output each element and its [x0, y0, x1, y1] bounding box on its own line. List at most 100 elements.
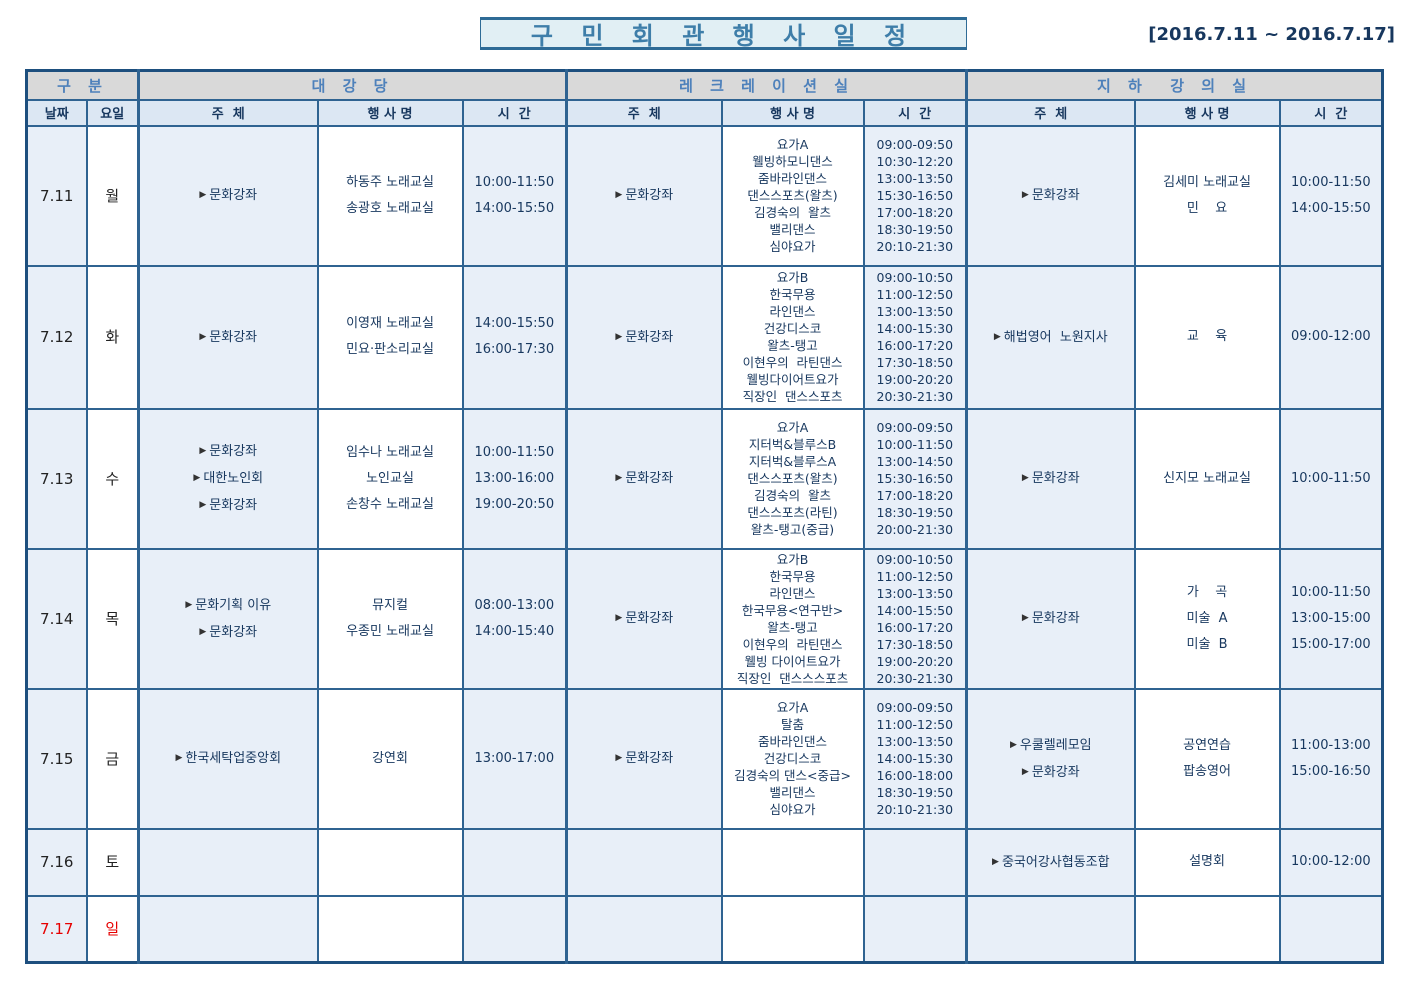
subheader-basement-host: 주 체	[965, 98, 1136, 127]
recreation-host-cell	[565, 827, 723, 897]
hall-event-cell: 이영재 노래교실 민요·판소리교실	[316, 264, 464, 410]
hall-host-cell	[137, 894, 319, 964]
recreation-time-cell: 09:00-09:50 11:00-12:50 13:00-13:50 14:00-1…	[862, 687, 968, 830]
recreation-host-cell: ▶ 문화강좌	[565, 687, 723, 830]
bullet-arrow-icon: ▶	[1021, 190, 1029, 200]
date-cell: 7.16	[25, 827, 88, 897]
header-basement-lecture-room: 지 하 강 의 실	[965, 69, 1384, 101]
hall-host-cell: ▶ 문화강좌	[137, 264, 319, 410]
basement-host-cell	[965, 894, 1136, 964]
hall-time-cell: 08:00-13:00 14:00-15:40	[461, 547, 568, 690]
recreation-time-cell: 09:00-10:50 11:00-12:50 13:00-13:50 14:00-1…	[862, 264, 968, 410]
hall-event-cell: 뮤지컬 우종민 노래교실	[316, 547, 464, 690]
hall-time-cell	[461, 827, 568, 897]
date-cell: 7.13	[25, 407, 88, 550]
subheader-hall-event: 행 사 명	[316, 98, 464, 127]
table-row: 7.12 화 ▶ 문화강좌 이영재 노래교실 민요·판소리교실 14:00-15:50 16:…	[25, 264, 1384, 410]
header-main-hall: 대 강 당	[137, 69, 568, 101]
basement-event-cell: 김세미 노래교실 민 요	[1133, 124, 1281, 267]
header-gubun: 구 분	[25, 69, 140, 101]
basement-time-cell: 10:00-11:50 13:00-15:00 15:00-17:00	[1278, 547, 1384, 690]
hall-host-cell: ▶ 문화강좌	[137, 124, 319, 267]
bullet-arrow-icon: ▶	[615, 190, 623, 200]
subheader-recreation-host: 주 체	[565, 98, 723, 127]
basement-event-cell: 신지모 노래교실	[1133, 407, 1281, 550]
date-cell: 7.17	[25, 894, 88, 964]
basement-event-cell: 공연연습 팝송영어	[1133, 687, 1281, 830]
table-row: 7.15 금 ▶ 한국세탁업중앙회 강연회 13:00-17:00 ▶ 문화강좌 요가A 탈춤 줌바…	[25, 687, 1384, 830]
bullet-arrow-icon: ▶	[199, 331, 207, 342]
group-header-row: 구 분 대 강 당 레 크 레 이 션 실 지 하 강 의 실	[25, 69, 1384, 101]
table-row: 7.11 월 ▶ 문화강좌 하동주 노래교실 송광호 노래교실 10:00-11:50 14:…	[25, 124, 1384, 267]
bullet-arrow-icon: ▶	[1021, 613, 1029, 623]
bullet-arrow-icon: ▶	[1021, 473, 1029, 483]
bullet-arrow-icon: ▶	[175, 753, 183, 763]
date-cell: 7.15	[25, 687, 88, 830]
bullet-arrow-icon: ▶	[199, 500, 207, 510]
hall-host-cell	[137, 827, 319, 897]
day-cell: 수	[85, 407, 140, 550]
hall-time-cell: 10:00-11:50 14:00-15:50	[461, 124, 568, 267]
hall-event-cell: 하동주 노래교실 송광호 노래교실	[316, 124, 464, 267]
hall-event-cell	[316, 827, 464, 897]
hall-host-cell: ▶ 문화강좌 ▶ 대한노인회 ▶ 문화강좌	[137, 407, 319, 550]
bullet-arrow-icon: ▶	[199, 190, 207, 200]
bullet-arrow-icon: ▶	[615, 473, 623, 483]
subheader-date: 날짜	[25, 98, 88, 127]
bullet-arrow-icon: ▶	[1021, 766, 1029, 777]
hall-time-cell: 13:00-17:00	[461, 687, 568, 830]
bullet-arrow-icon: ▶	[993, 331, 1001, 342]
basement-host-cell: ▶ 문화강좌	[965, 124, 1136, 267]
table-row: 7.17 일	[25, 894, 1384, 964]
hall-time-cell: 10:00-11:50 13:00-16:00 19:00-20:50	[461, 407, 568, 550]
recreation-event-cell: 요가A 지터벅&블루스B 지터벅&블루스A 댄스스포츠(왈츠) 김경숙의 왈츠 댄스스포츠…	[720, 407, 865, 550]
date-range: [2016.7.11 ~ 2016.7.17]	[1148, 24, 1395, 45]
date-cell: 7.14	[25, 547, 88, 690]
basement-host-cell: ▶ 중국어강사협동조합	[965, 827, 1136, 897]
bullet-arrow-icon: ▶	[199, 626, 207, 637]
recreation-event-cell: 요가B 한국무용 라인댄스 건강디스코 왈츠-탱고 이현우의 라틴댄스 웰빙다이어트요가 직장…	[720, 264, 865, 410]
basement-event-cell: 가 곡 미술 A 미술 B	[1133, 547, 1281, 690]
recreation-host-cell	[565, 894, 723, 964]
bullet-arrow-icon: ▶	[615, 331, 623, 342]
bullet-arrow-icon: ▶	[185, 599, 193, 610]
schedule-body: 7.11 월 ▶ 문화강좌 하동주 노래교실 송광호 노래교실 10:00-11:50 14:…	[25, 124, 1384, 964]
date-cell: 7.11	[25, 124, 88, 267]
basement-event-cell	[1133, 894, 1281, 964]
day-cell: 화	[85, 264, 140, 410]
recreation-event-cell: 요가A 탈춤 줌바라인댄스 건강디스코 김경숙의 댄스<중급> 밸리댄스 심야요가	[720, 687, 865, 830]
day-cell: 금	[85, 687, 140, 830]
hall-event-cell: 임수나 노래교실 노인교실 손창수 노래교실	[316, 407, 464, 550]
recreation-time-cell: 09:00-10:50 11:00-12:50 13:00-13:50 14:00-1…	[862, 547, 968, 690]
basement-host-cell: ▶ 문화강좌	[965, 547, 1136, 690]
subheader-day: 요일	[85, 98, 140, 127]
schedule-table: 구 분 대 강 당 레 크 레 이 션 실 지 하 강 의 실 날짜 요일 주 …	[25, 69, 1385, 964]
basement-time-cell: 11:00-13:00 15:00-16:50	[1278, 687, 1384, 830]
hall-time-cell: 14:00-15:50 16:00-17:30	[461, 264, 568, 410]
bullet-arrow-icon: ▶	[615, 753, 623, 763]
recreation-host-cell: ▶ 문화강좌	[565, 407, 723, 550]
header-recreation-room: 레 크 레 이 션 실	[565, 69, 968, 101]
bullet-arrow-icon: ▶	[992, 856, 999, 867]
bullet-arrow-icon: ▶	[615, 613, 623, 623]
recreation-time-cell: 09:00-09:50 10:30-12:20 13:00-13:50 15:30-1…	[862, 124, 968, 267]
sub-header-row: 날짜 요일 주 체 행 사 명 시 간 주 체 행 사 명 시 간 주 체 행 …	[25, 98, 1384, 127]
table-row: 7.13 수 ▶ 문화강좌 ▶ 대한노인회 ▶ 문화강좌 임수나 노래교실 노인교실 손창수 노래교…	[25, 407, 1384, 550]
recreation-event-cell: 요가A 웰빙하모니댄스 줌바라인댄스 댄스스포츠(왈츠) 김경숙의 왈츠 밸리댄스 심야요가	[720, 124, 865, 267]
recreation-host-cell: ▶ 문화강좌	[565, 124, 723, 267]
recreation-event-cell	[720, 827, 865, 897]
basement-time-cell: 10:00-11:50	[1278, 407, 1384, 550]
basement-time-cell: 09:00-12:00	[1278, 264, 1384, 410]
subheader-recreation-event: 행 사 명	[720, 98, 865, 127]
recreation-event-cell	[720, 894, 865, 964]
basement-event-cell: 교 육	[1133, 264, 1281, 410]
subheader-basement-time: 시 간	[1278, 98, 1384, 127]
page-title-box: 구 민 회 관 행 사 일 정	[480, 17, 967, 50]
basement-time-cell: 10:00-12:00	[1278, 827, 1384, 897]
table-row: 7.14 목 ▶ 문화기획 이유 ▶ 문화강좌 뮤지컬 우종민 노래교실 08:00-13:00…	[25, 547, 1384, 690]
subheader-basement-event: 행 사 명	[1133, 98, 1281, 127]
bullet-arrow-icon: ▶	[199, 446, 207, 456]
basement-time-cell	[1278, 894, 1384, 964]
basement-host-cell: ▶ 해법영어 노원지사	[965, 264, 1136, 410]
basement-host-cell: ▶ 우쿨렐레모임 ▶ 문화강좌	[965, 687, 1136, 830]
